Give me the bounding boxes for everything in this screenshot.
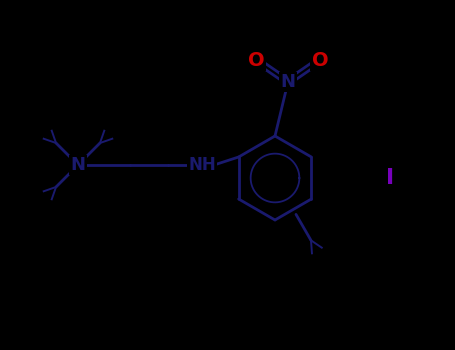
Text: O: O [248,50,264,70]
Text: O: O [312,50,329,70]
Text: N: N [280,73,295,91]
Text: I: I [386,168,394,188]
Text: N: N [71,156,86,174]
Text: NH: NH [188,156,216,174]
